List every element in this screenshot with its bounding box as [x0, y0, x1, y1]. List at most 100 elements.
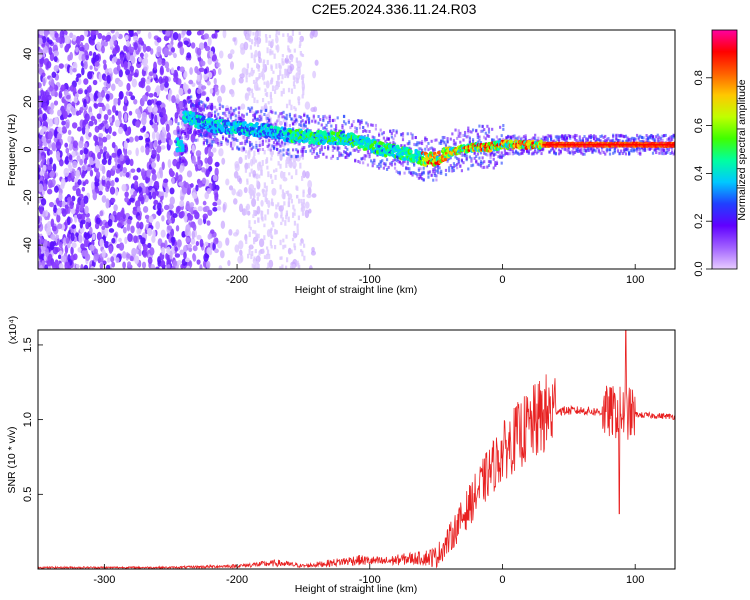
- signal-halo: [333, 146, 336, 150]
- noise-blob: [196, 47, 202, 56]
- signal-halo: [615, 137, 618, 141]
- noise-blob: [138, 80, 144, 88]
- signal-halo: [190, 99, 193, 103]
- signal-halo: [393, 162, 397, 166]
- signal-halo: [543, 139, 546, 143]
- signal-halo: [279, 112, 282, 116]
- signal-halo: [491, 127, 494, 131]
- signal-cell: [180, 143, 185, 147]
- signal-halo: [432, 150, 435, 154]
- signal-halo: [435, 169, 438, 173]
- signal-halo: [247, 106, 250, 110]
- signal-halo: [457, 161, 460, 165]
- noise-blob: [203, 253, 209, 262]
- noise-blob: [173, 52, 177, 59]
- noise-blob: [126, 52, 131, 61]
- noise-streak: [291, 119, 294, 125]
- signal-halo: [229, 106, 233, 110]
- signal-halo: [398, 160, 401, 164]
- signal-halo: [425, 145, 428, 149]
- signal-halo: [236, 145, 239, 149]
- signal-halo: [628, 137, 631, 141]
- signal-halo: [557, 135, 561, 139]
- noise-blob: [220, 220, 226, 229]
- noise-streak: [255, 234, 258, 240]
- signal-cell: [191, 112, 196, 117]
- signal-halo: [298, 123, 301, 127]
- noise-blob: [106, 74, 111, 84]
- noise-blob: [60, 255, 67, 263]
- noise-blob: [168, 203, 174, 211]
- noise-blob: [310, 30, 316, 36]
- noise-blob: [154, 114, 158, 124]
- noise-streak: [293, 165, 296, 169]
- noise-blob: [140, 168, 146, 178]
- noise-blob: [98, 133, 104, 138]
- noise-blob: [38, 67, 43, 73]
- noise-blob: [243, 187, 248, 194]
- signal-halo: [580, 148, 583, 152]
- signal-halo: [575, 149, 578, 153]
- noise-streak: [298, 31, 301, 35]
- signal-halo: [312, 116, 315, 120]
- noise-blob: [143, 66, 148, 72]
- noise-blob: [107, 158, 112, 166]
- noise-blob: [93, 92, 98, 102]
- signal-halo: [264, 108, 268, 112]
- noise-blob: [220, 250, 225, 259]
- noise-blob: [95, 144, 100, 154]
- noise-blob: [115, 188, 119, 196]
- noise-streak: [284, 265, 288, 269]
- signal-halo: [199, 100, 202, 104]
- signal-halo: [462, 138, 465, 142]
- signal-halo: [191, 110, 194, 114]
- noise-streak: [255, 260, 258, 265]
- noise-blob: [114, 177, 119, 183]
- noise-blob: [177, 33, 182, 42]
- noise-streak: [250, 168, 253, 174]
- signal-halo: [250, 142, 253, 146]
- noise-streak: [253, 54, 256, 61]
- noise-blob: [131, 78, 138, 88]
- signal-halo: [253, 126, 256, 130]
- signal-halo: [586, 147, 589, 151]
- noise-blob: [201, 166, 206, 173]
- signal-halo: [403, 171, 406, 175]
- noise-blob: [218, 265, 223, 269]
- signal-halo: [467, 129, 470, 133]
- noise-streak: [269, 228, 272, 233]
- noise-streak: [269, 105, 272, 110]
- noise-streak: [245, 33, 249, 39]
- signal-halo: [502, 123, 505, 127]
- noise-blob: [140, 145, 145, 153]
- signal-halo: [499, 125, 502, 129]
- noise-streak: [300, 75, 304, 80]
- signal-halo: [193, 104, 196, 108]
- signal-halo: [540, 137, 543, 141]
- noise-blob: [112, 165, 117, 171]
- signal-halo: [416, 173, 419, 177]
- signal-halo: [489, 151, 492, 155]
- signal-halo: [589, 134, 593, 138]
- noise-blob: [169, 170, 175, 178]
- signal-halo: [648, 135, 651, 139]
- signal-halo: [567, 134, 570, 138]
- signal-halo: [594, 139, 597, 143]
- noise-streak: [251, 190, 254, 195]
- noise-blob: [207, 58, 213, 65]
- signal-halo: [553, 139, 556, 143]
- noise-blob: [51, 262, 58, 269]
- noise-blob: [84, 179, 89, 185]
- signal-halo: [671, 135, 674, 139]
- signal-halo: [331, 154, 335, 158]
- noise-blob: [203, 72, 209, 81]
- noise-blob: [282, 177, 288, 182]
- signal-halo: [325, 130, 328, 134]
- signal-halo: [408, 140, 411, 144]
- noise-blob: [229, 61, 235, 70]
- signal-halo: [661, 152, 664, 156]
- noise-blob: [206, 220, 211, 226]
- signal-halo: [277, 142, 280, 146]
- signal-halo: [323, 114, 327, 118]
- noise-streak: [279, 184, 282, 190]
